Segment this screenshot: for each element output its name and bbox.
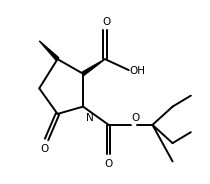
Text: O: O xyxy=(103,17,111,27)
Text: O: O xyxy=(131,113,140,123)
Text: N: N xyxy=(86,113,94,123)
Text: OH: OH xyxy=(130,66,146,76)
Polygon shape xyxy=(39,41,59,60)
Text: O: O xyxy=(105,159,113,169)
Text: O: O xyxy=(41,144,49,154)
Polygon shape xyxy=(82,59,105,75)
